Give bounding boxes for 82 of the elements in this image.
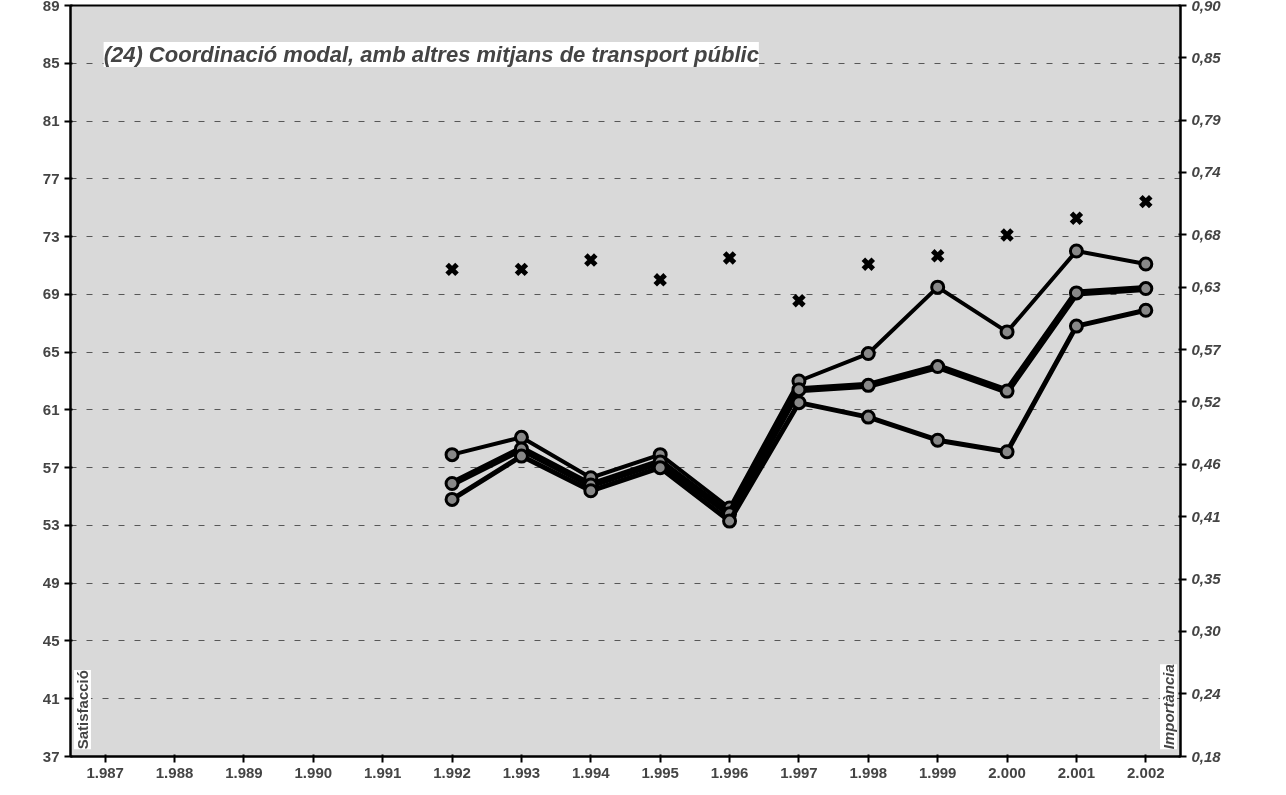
point <box>1138 302 1154 318</box>
y-tick-label: 53 <box>42 516 60 534</box>
y-tick-label: 89 <box>42 0 60 14</box>
y-tick-label: 49 <box>42 574 60 592</box>
y2-tick-label: 0,18 <box>1191 747 1222 765</box>
y2-tick-label: 0,79 <box>1191 111 1222 129</box>
point <box>444 261 460 277</box>
y-tick-label: 85 <box>42 54 60 72</box>
y2-tick-label: 0,24 <box>1191 684 1222 702</box>
x-tick-label: 2.000 <box>988 763 1026 781</box>
point <box>1138 281 1154 297</box>
point <box>444 447 460 463</box>
y-tick-label: 41 <box>42 689 60 707</box>
x-tick-label: 1.995 <box>641 763 679 781</box>
point <box>722 513 738 529</box>
point <box>1138 256 1154 272</box>
point <box>444 476 460 492</box>
point <box>999 227 1015 243</box>
point <box>791 382 807 398</box>
x-tick-label: 1.991 <box>363 763 402 781</box>
y-axis-title: Satisfacció <box>73 670 91 750</box>
y2-tick-label: 0,30 <box>1191 622 1222 640</box>
point <box>1138 194 1154 210</box>
point <box>930 248 946 264</box>
y-tick-label: 65 <box>42 343 60 361</box>
x-tick-label: 1.990 <box>294 763 333 781</box>
y-tick-label: 73 <box>42 227 60 245</box>
x-tick-label: 1.999 <box>918 763 957 781</box>
point <box>513 448 529 464</box>
point <box>999 383 1015 399</box>
y-tick-label: 81 <box>42 112 60 130</box>
x-tick-label: 1.998 <box>849 763 888 781</box>
x-tick-label: 2.002 <box>1127 763 1165 781</box>
point <box>860 346 876 362</box>
y-tick-label: 37 <box>42 747 60 765</box>
y2-tick-label: 0,52 <box>1191 392 1222 410</box>
point <box>583 483 599 499</box>
point <box>513 261 529 277</box>
text: (24) Coordinació modal, amb altres mitjans de transport públic <box>103 42 759 68</box>
point <box>860 409 876 425</box>
point <box>513 429 529 445</box>
x-tick-label: 1.997 <box>780 763 818 781</box>
x-tick-label: 1.989 <box>225 763 263 781</box>
y2-tick-label: 0,63 <box>1191 278 1222 296</box>
y2-tick-label: 0,35 <box>1191 570 1222 588</box>
point <box>930 359 946 375</box>
point <box>1068 210 1084 226</box>
point <box>930 279 946 295</box>
point <box>791 395 807 411</box>
point <box>1068 285 1084 301</box>
y-tick-label: 45 <box>42 631 60 649</box>
y-tick-label: 69 <box>42 285 60 303</box>
point <box>583 252 599 268</box>
point <box>444 491 460 507</box>
point <box>860 256 876 272</box>
x-tick-label: 1.988 <box>155 763 194 781</box>
x-tick-label: 1.987 <box>86 763 124 781</box>
point <box>722 250 738 266</box>
x-tick-label: 1.996 <box>710 763 749 781</box>
point <box>999 324 1015 340</box>
y2-tick-label: 0,90 <box>1191 0 1222 14</box>
y-tick-label: 61 <box>42 400 60 418</box>
point <box>860 377 876 393</box>
y2-tick-label: 0,41 <box>1191 507 1221 525</box>
point <box>930 432 946 448</box>
y2-tick-label: 0,57 <box>1191 340 1222 358</box>
point <box>1068 243 1084 259</box>
y2-axis-title: Importància <box>1160 664 1178 750</box>
x-tick-label: 2.001 <box>1057 763 1096 781</box>
y2-tick-label: 0,46 <box>1191 455 1222 473</box>
y2-tick-label: 0,74 <box>1191 163 1222 181</box>
y-tick-label: 77 <box>42 169 60 187</box>
point <box>791 293 807 309</box>
x-tick-label: 1.992 <box>433 763 471 781</box>
y-tick-label: 57 <box>42 458 60 476</box>
x-tick-label: 1.993 <box>502 763 541 781</box>
y2-tick-label: 0,68 <box>1191 225 1222 243</box>
y2-tick-label: 0,85 <box>1191 48 1222 66</box>
point <box>999 444 1015 460</box>
point <box>652 272 668 288</box>
point <box>1068 318 1084 334</box>
x-tick-label: 1.994 <box>572 763 611 781</box>
